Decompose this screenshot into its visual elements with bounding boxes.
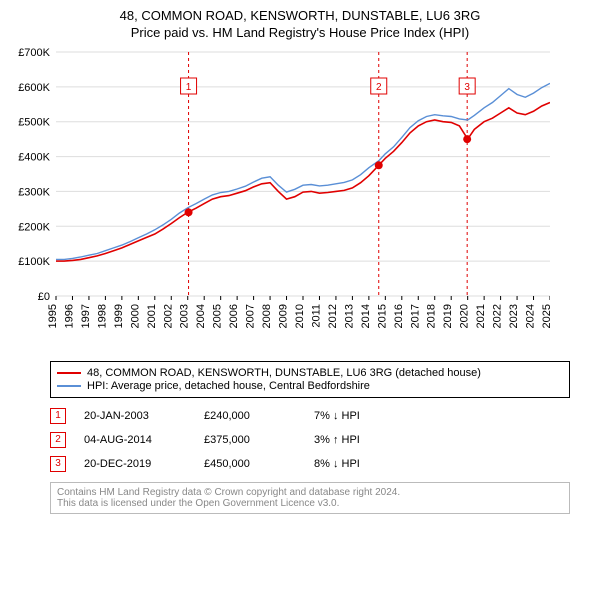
x-tick-label: 2021 bbox=[475, 304, 487, 328]
event-row: 3 20-DEC-2019£450,0008% ↓ HPI bbox=[50, 452, 570, 476]
x-tick-label: 1996 bbox=[63, 304, 75, 328]
legend-swatch bbox=[57, 385, 81, 387]
legend-item: HPI: Average price, detached house, Cent… bbox=[57, 380, 563, 392]
sale-point-dot bbox=[185, 208, 193, 216]
y-tick-label: £500K bbox=[18, 117, 50, 129]
event-row: 2 04-AUG-2014£375,0003% ↑ HPI bbox=[50, 428, 570, 452]
x-tick-label: 2000 bbox=[129, 304, 141, 328]
footer-line2: This data is licensed under the Open Gov… bbox=[57, 498, 563, 509]
footer-line1: Contains HM Land Registry data © Crown c… bbox=[57, 487, 563, 498]
event-marker-number: 1 bbox=[50, 408, 66, 424]
x-tick-label: 2005 bbox=[212, 304, 224, 328]
x-tick-label: 2009 bbox=[278, 304, 290, 328]
event-price: £375,000 bbox=[204, 434, 314, 446]
x-tick-label: 2014 bbox=[360, 304, 372, 328]
event-marker-number: 3 bbox=[464, 82, 470, 93]
event-vs-hpi: 8% ↓ HPI bbox=[314, 458, 434, 470]
y-tick-label: £200K bbox=[18, 221, 50, 233]
event-vs-hpi: 3% ↑ HPI bbox=[314, 434, 434, 446]
footer-box: Contains HM Land Registry data © Crown c… bbox=[50, 482, 570, 514]
x-tick-label: 2013 bbox=[343, 304, 355, 328]
line-chart-svg: £0 £100K £200K £300K £400K £500K £600K £700K 199… bbox=[10, 46, 550, 346]
x-tick-label: 2015 bbox=[376, 304, 388, 328]
x-tick-label: 2023 bbox=[508, 304, 520, 328]
x-tick-label: 2017 bbox=[409, 304, 421, 328]
sale-point-dot bbox=[375, 161, 383, 169]
x-tick-label: 2012 bbox=[327, 304, 339, 328]
legend-item: 48, COMMON ROAD, KENSWORTH, DUNSTABLE, L… bbox=[57, 367, 563, 379]
legend-label: HPI: Average price, detached house, Cent… bbox=[87, 380, 370, 392]
x-tick-label: 2002 bbox=[162, 304, 174, 328]
legend-box: 48, COMMON ROAD, KENSWORTH, DUNSTABLE, L… bbox=[50, 361, 570, 398]
event-price: £240,000 bbox=[204, 410, 314, 422]
y-tick-label: £400K bbox=[18, 152, 50, 164]
x-tick-label: 2022 bbox=[492, 304, 504, 328]
x-tick-label: 2018 bbox=[426, 304, 438, 328]
x-tick-label: 2024 bbox=[525, 304, 537, 328]
chart-title-line1: 48, COMMON ROAD, KENSWORTH, DUNSTABLE, L… bbox=[10, 8, 590, 23]
event-price: £450,000 bbox=[204, 458, 314, 470]
x-tick-label: 2006 bbox=[228, 304, 240, 328]
sale-point-dot bbox=[463, 135, 471, 143]
x-tick-label: 2020 bbox=[459, 304, 471, 328]
x-tick-label: 2004 bbox=[195, 304, 207, 328]
event-date: 20-JAN-2003 bbox=[84, 410, 204, 422]
event-marker-number: 1 bbox=[186, 82, 192, 93]
event-date: 04-AUG-2014 bbox=[84, 434, 204, 446]
x-tick-label: 2003 bbox=[179, 304, 191, 328]
chart-area: £0 £100K £200K £300K £400K £500K £600K £700K 199… bbox=[10, 46, 590, 351]
x-tick-label: 2007 bbox=[245, 304, 257, 328]
x-tick-label: 2008 bbox=[261, 304, 273, 328]
y-tick-label: £600K bbox=[18, 82, 50, 94]
event-marker-number: 2 bbox=[50, 432, 66, 448]
x-tick-label: 1999 bbox=[113, 304, 125, 328]
legend-swatch bbox=[57, 372, 81, 374]
x-tick-label: 1995 bbox=[47, 304, 59, 328]
y-tick-label: £100K bbox=[18, 256, 50, 268]
chart-title-line2: Price paid vs. HM Land Registry's House … bbox=[10, 25, 590, 40]
x-tick-label: 2010 bbox=[294, 304, 306, 328]
event-vs-hpi: 7% ↓ HPI bbox=[314, 410, 434, 422]
x-tick-label: 2011 bbox=[310, 304, 322, 328]
legend-label: 48, COMMON ROAD, KENSWORTH, DUNSTABLE, L… bbox=[87, 367, 481, 379]
x-tick-label: 2025 bbox=[541, 304, 550, 328]
event-marker-number: 2 bbox=[376, 82, 382, 93]
x-tick-label: 2016 bbox=[393, 304, 405, 328]
x-tick-label: 1997 bbox=[80, 304, 92, 328]
event-marker-number: 3 bbox=[50, 456, 66, 472]
x-tick-label: 2019 bbox=[442, 304, 454, 328]
event-row: 1 20-JAN-2003£240,0007% ↓ HPI bbox=[50, 404, 570, 428]
events-table: 1 20-JAN-2003£240,0007% ↓ HPI 2 04-AUG-2014… bbox=[50, 404, 570, 476]
x-tick-label: 2001 bbox=[146, 304, 158, 328]
x-tick-label: 1998 bbox=[96, 304, 108, 328]
y-tick-label: £700K bbox=[18, 47, 50, 59]
y-tick-label: £300K bbox=[18, 186, 50, 198]
event-date: 20-DEC-2019 bbox=[84, 458, 204, 470]
y-tick-label: £0 bbox=[38, 291, 50, 303]
